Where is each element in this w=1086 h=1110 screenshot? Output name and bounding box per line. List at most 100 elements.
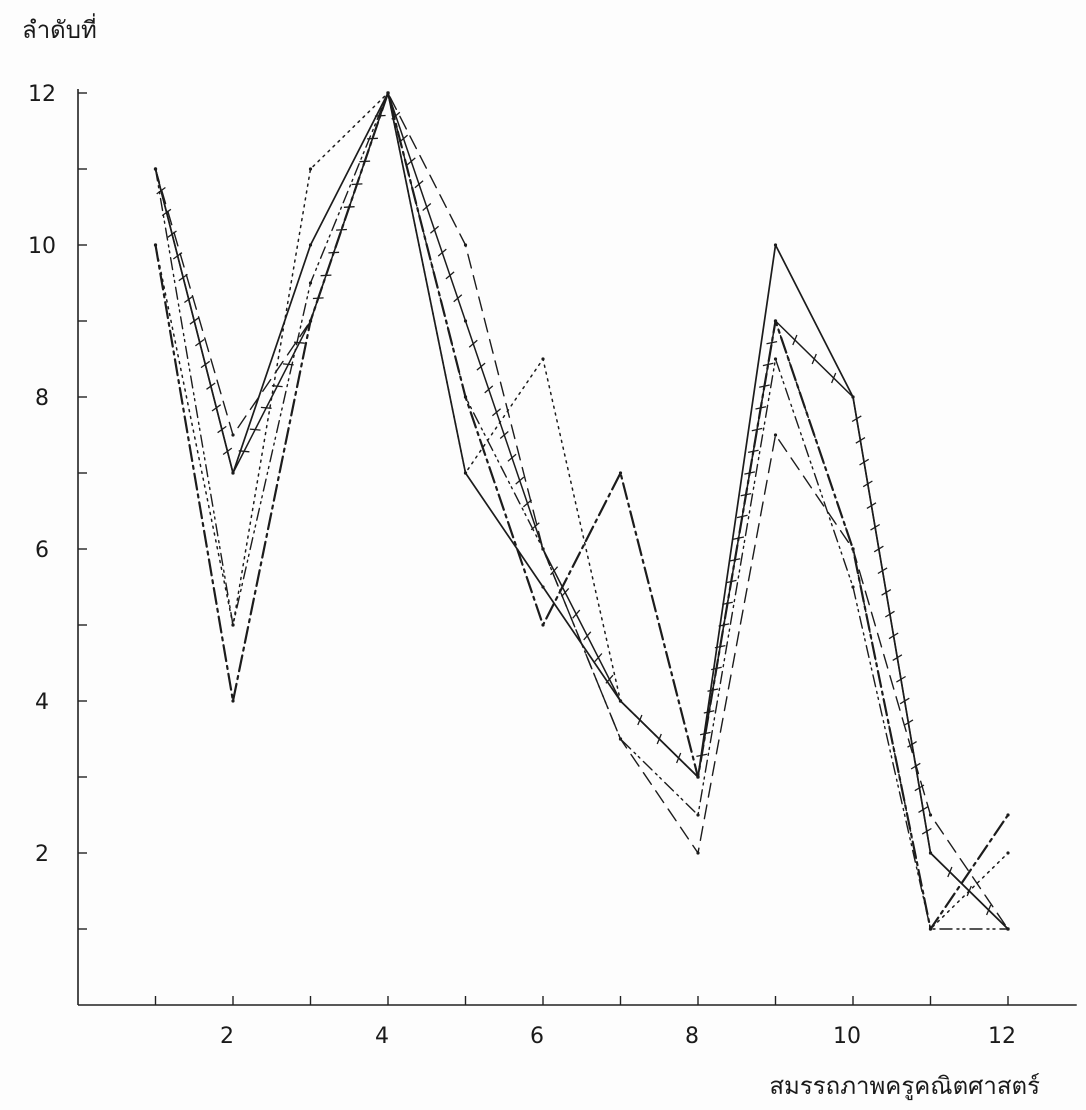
x-tick-label-8: 8 bbox=[685, 1024, 699, 1049]
cross-mark bbox=[899, 697, 910, 705]
cross-mark bbox=[675, 752, 682, 764]
cross-mark bbox=[499, 431, 509, 439]
cross-mark bbox=[445, 271, 455, 280]
cross-mark bbox=[884, 610, 895, 618]
cross-mark bbox=[851, 415, 862, 423]
cross-mark bbox=[260, 406, 272, 409]
cross-mark bbox=[468, 339, 478, 348]
cross-mark bbox=[766, 340, 778, 345]
cross-mark bbox=[877, 567, 888, 575]
y-tick-label-10: 10 bbox=[28, 234, 56, 259]
cross-mark bbox=[206, 382, 216, 390]
data-point-solid-3 bbox=[308, 243, 313, 247]
cross-mark bbox=[881, 589, 892, 596]
cross-mark bbox=[391, 111, 401, 120]
data-point-dash-dot-dot-3 bbox=[308, 281, 313, 285]
data-point-dash-dot-7 bbox=[618, 471, 623, 475]
data-point-dash-dot-dot-8 bbox=[696, 813, 700, 817]
series-line-dash-dot bbox=[154, 91, 1010, 931]
series-line-dash-dot-dot bbox=[154, 92, 1009, 930]
data-point-dotted-3 bbox=[308, 167, 313, 171]
data-point-dotted-7 bbox=[618, 699, 623, 703]
data-point-dotted-6 bbox=[541, 357, 545, 361]
data-point-dash-dot-dot-1 bbox=[153, 167, 158, 171]
cross-mark bbox=[918, 806, 929, 813]
cross-mark bbox=[491, 408, 502, 417]
cross-mark bbox=[873, 545, 884, 553]
cross-mark bbox=[605, 674, 614, 684]
cross-mark bbox=[507, 453, 517, 462]
cross-mark bbox=[217, 425, 227, 434]
cross-mark bbox=[583, 631, 592, 641]
series-dotted bbox=[153, 91, 1010, 931]
cross-mark bbox=[572, 609, 581, 619]
x-tick-label-6: 6 bbox=[530, 1024, 544, 1049]
axes bbox=[77, 89, 1077, 1006]
data-point-dashed-2 bbox=[231, 433, 235, 437]
data-point-dash-dot-6 bbox=[541, 623, 545, 627]
cross-mark bbox=[294, 341, 305, 344]
data-point-dash-dot-3 bbox=[308, 319, 313, 323]
data-point-dashed-11 bbox=[928, 813, 933, 817]
series-crosses-solid-x bbox=[156, 111, 992, 916]
cross-mark bbox=[422, 203, 432, 211]
data-point-dash-dot-dot-9 bbox=[773, 357, 778, 361]
cross-mark bbox=[414, 180, 424, 189]
series-line-dotted bbox=[154, 92, 1009, 930]
cross-mark bbox=[892, 654, 903, 661]
cross-mark bbox=[985, 904, 992, 916]
series-line-solid-x bbox=[154, 92, 1009, 930]
data-point-dotted-5 bbox=[463, 471, 468, 475]
series-dash-dot-dot bbox=[153, 91, 1010, 931]
series-solid-x bbox=[153, 91, 1010, 931]
x-tick-label-4: 4 bbox=[375, 1024, 389, 1049]
cross-mark bbox=[561, 587, 570, 597]
cross-mark bbox=[249, 428, 261, 431]
cross-mark bbox=[830, 372, 837, 384]
data-point-dash-dot-dot-4 bbox=[386, 91, 390, 95]
series-dashed bbox=[153, 91, 1010, 931]
data-point-dashed-8 bbox=[696, 851, 700, 855]
cross-mark bbox=[888, 632, 899, 640]
cross-mark bbox=[238, 450, 250, 453]
data-point-dash-dot-2 bbox=[231, 699, 235, 703]
data-point-dotted-12 bbox=[1006, 851, 1010, 855]
series-dash-dot bbox=[153, 91, 1010, 931]
y-tick-label-12: 12 bbox=[28, 82, 56, 107]
y-tick-label-4: 4 bbox=[35, 690, 49, 715]
ticks: 2 4 6 8 10 12 2 4 6 8 10 12 bbox=[28, 82, 1016, 1049]
cross-mark bbox=[907, 741, 917, 748]
x-tick-label-2: 2 bbox=[220, 1024, 234, 1049]
cross-mark bbox=[211, 404, 222, 412]
cross-mark bbox=[453, 294, 463, 303]
cross-mark bbox=[184, 295, 194, 304]
data-point-solid-x-5 bbox=[463, 319, 468, 323]
data-point-solid-x-2 bbox=[231, 471, 235, 475]
data-point-dash-dot-dot-10 bbox=[851, 585, 855, 589]
cross-mark bbox=[515, 476, 525, 485]
cross-mark bbox=[550, 566, 559, 576]
cross-mark bbox=[594, 653, 603, 663]
data-point-dash-dot-9 bbox=[773, 319, 778, 323]
cross-mark bbox=[195, 338, 205, 347]
cross-mark bbox=[866, 502, 877, 509]
series-line-dashed bbox=[154, 92, 1009, 930]
data-point-dash-dot-dot-5 bbox=[463, 395, 468, 399]
data-point-dash-dot-dot-6 bbox=[541, 547, 545, 551]
data-point-dash-dot-1 bbox=[153, 243, 158, 247]
data-point-dash-dot-dot-2 bbox=[231, 623, 235, 627]
cross-mark bbox=[222, 447, 233, 456]
cross-mark bbox=[896, 675, 906, 683]
cross-mark bbox=[921, 827, 932, 835]
cross-mark bbox=[855, 437, 866, 444]
cross-mark bbox=[156, 186, 166, 195]
data-point-dash-dot-dot-11 bbox=[928, 927, 933, 931]
cross-mark bbox=[762, 362, 774, 367]
cross-mark bbox=[903, 719, 914, 727]
x-axis-title: สมรรถภาพครูคณิตศาสตร์ bbox=[769, 1072, 1040, 1101]
series-solid bbox=[153, 91, 1010, 931]
cross-mark bbox=[189, 317, 199, 325]
cross-mark bbox=[200, 360, 211, 369]
